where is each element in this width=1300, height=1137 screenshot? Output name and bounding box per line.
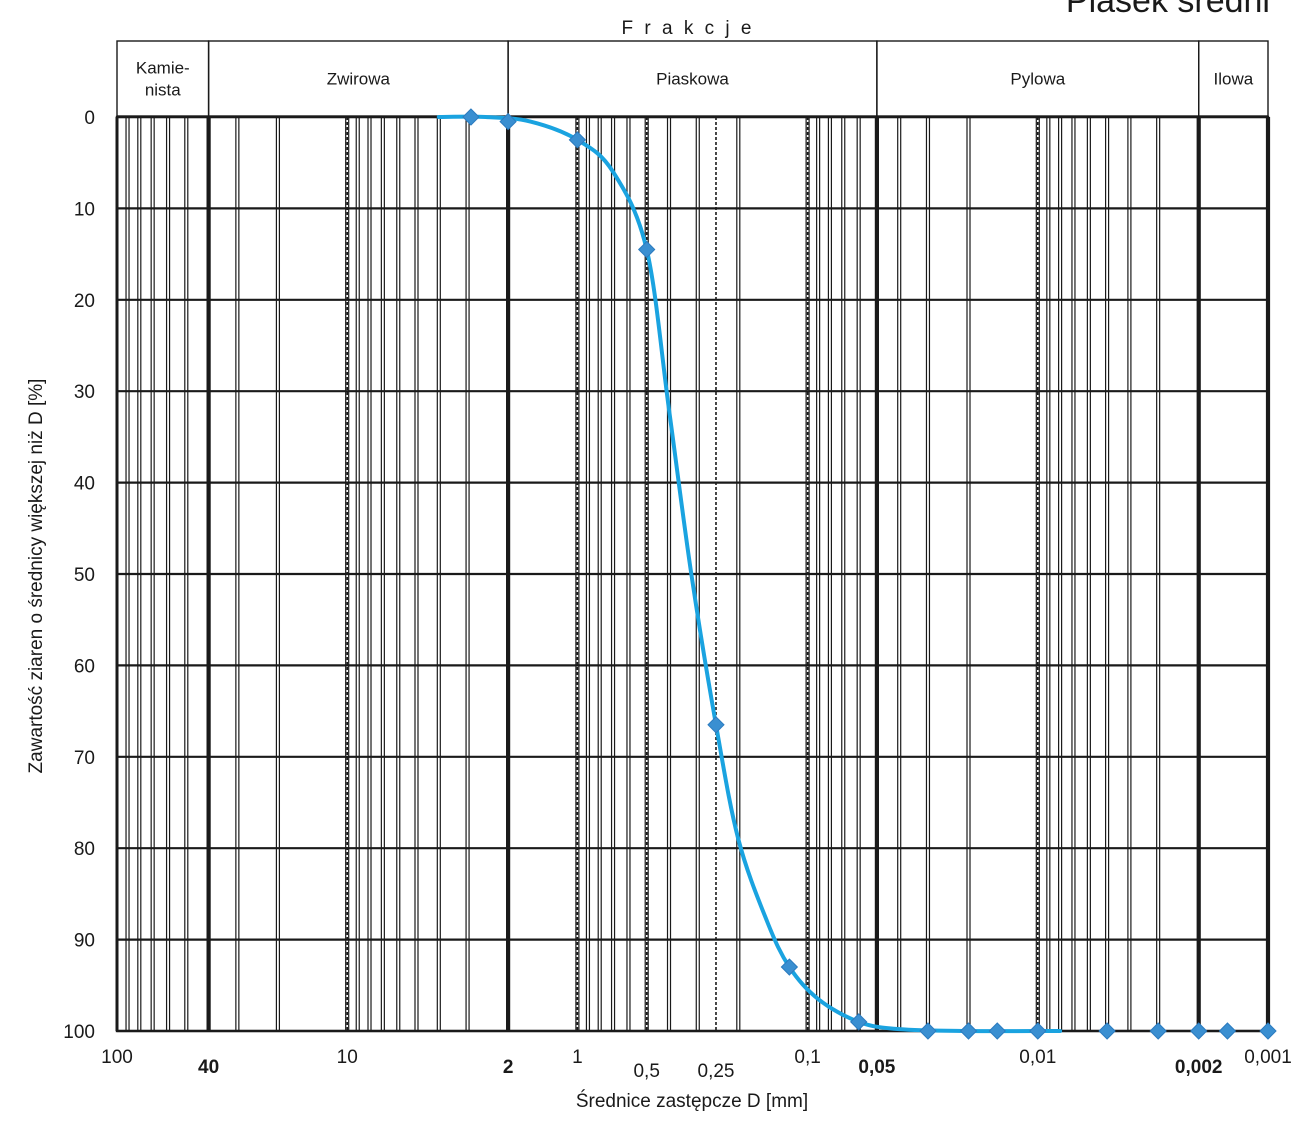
fraction-label: Piaskowa <box>656 70 729 89</box>
data-point <box>988 1022 1006 1040</box>
x-tick-label: 1 <box>572 1047 583 1068</box>
y-tick-label: 50 <box>74 565 95 586</box>
data-point <box>707 716 725 734</box>
fraction-box <box>116 40 210 117</box>
data-point <box>1259 1022 1277 1040</box>
plot-frame <box>115 115 1270 1033</box>
x-tick-label: 0,5 <box>633 1061 659 1082</box>
data-point <box>1189 1022 1208 1040</box>
y-tick-label: 0 <box>84 108 95 129</box>
x-tick-label: 0,1 <box>794 1047 820 1068</box>
x-tick-label: 0,002 <box>1175 1057 1223 1078</box>
x-tick-label: 40 <box>198 1057 219 1078</box>
y-tick-label: 100 <box>63 1022 95 1043</box>
fraction-label: Ilowa <box>1214 70 1254 89</box>
y-tick-label: 80 <box>74 839 95 860</box>
x-tick-label: 2 <box>503 1057 514 1078</box>
x-tick-label: 100 <box>101 1047 133 1068</box>
data-point <box>462 108 480 126</box>
data-point <box>919 1022 937 1040</box>
x-tick-label: 0,001 <box>1244 1047 1292 1068</box>
y-tick-label: 20 <box>74 291 95 312</box>
data-point <box>499 112 517 131</box>
chart-grid <box>115 115 1271 1033</box>
x-tick-label: 10 <box>337 1047 358 1068</box>
data-point <box>849 1013 868 1031</box>
y-tick-label: 90 <box>74 931 95 952</box>
data-point <box>568 131 587 149</box>
x-tick-label: 0,05 <box>858 1057 895 1078</box>
data-point <box>1218 1022 1237 1040</box>
chart-title: Piasek średni <box>1066 0 1270 20</box>
data-point <box>959 1022 978 1040</box>
chart-series <box>436 108 1277 1040</box>
x-tick-label: 0,25 <box>698 1061 735 1082</box>
y-tick-label: 40 <box>74 474 95 495</box>
fractions-header: F r a k c j e <box>622 18 755 39</box>
data-point <box>780 958 799 976</box>
y-tick-label: 30 <box>74 382 95 403</box>
data-point <box>1149 1022 1167 1040</box>
y-tick-label: 60 <box>74 656 95 677</box>
data-point <box>637 240 656 259</box>
y-tick-label: 70 <box>74 748 95 769</box>
data-point <box>1098 1022 1116 1040</box>
y-tick-label: 10 <box>74 199 95 220</box>
y-axis-label: Zawartość ziaren o średnicy większej niż… <box>26 379 47 774</box>
x-tick-label: 0,01 <box>1019 1047 1056 1068</box>
chart-ticks: 0 10 20 30 40 50 60 70 80 90 100 100 40 10 2 1 0,5 0,25 0,… <box>63 108 1291 1082</box>
x-axis-label: Średnice zastępcze D [mm] <box>576 1090 808 1112</box>
fraction-label: Kamie-nista <box>136 59 190 100</box>
fraction-label: Pylowa <box>1010 70 1065 89</box>
fraction-header-row: Kamie-nista Zwirowa Piaskowa Pylowa Ilowa <box>116 40 1269 117</box>
fraction-label: Zwirowa <box>327 70 391 89</box>
data-point <box>1029 1022 1047 1040</box>
